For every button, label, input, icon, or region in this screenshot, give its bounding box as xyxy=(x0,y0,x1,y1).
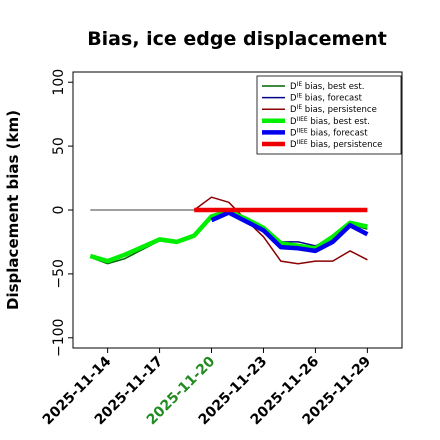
series-line-1 xyxy=(90,211,368,265)
legend-label-6: DIIEE bias, persistence xyxy=(290,139,382,150)
y-tick-label: −50 xyxy=(51,259,67,289)
legend-label-4: DIIEE bias, best est. xyxy=(290,116,370,127)
axes-frame xyxy=(72,71,403,349)
y-tick-label: 100 xyxy=(51,69,67,96)
legend-label-3: DIE bias, persistence xyxy=(290,104,377,115)
series-line-4 xyxy=(89,209,368,264)
y-tick-label: −100 xyxy=(51,319,67,357)
series-line-3 xyxy=(193,196,368,265)
legend-box xyxy=(256,75,402,155)
y-tick-label: 0 xyxy=(51,206,67,215)
chart-title: Bias, ice edge displacement xyxy=(87,28,387,50)
series-line-5 xyxy=(210,210,369,254)
legend: DIE bias, best est.DIE bias, forecastDIE… xyxy=(256,75,402,155)
legend-label-5: DIIEE bias, forecast xyxy=(290,127,368,138)
legend-label-1: DIE bias, best est. xyxy=(290,81,364,92)
y-axis-label: Displacement bias (km) xyxy=(4,110,22,310)
legend-label-2: DIE bias, forecast xyxy=(290,93,363,104)
y-tick-label: 50 xyxy=(51,137,67,155)
